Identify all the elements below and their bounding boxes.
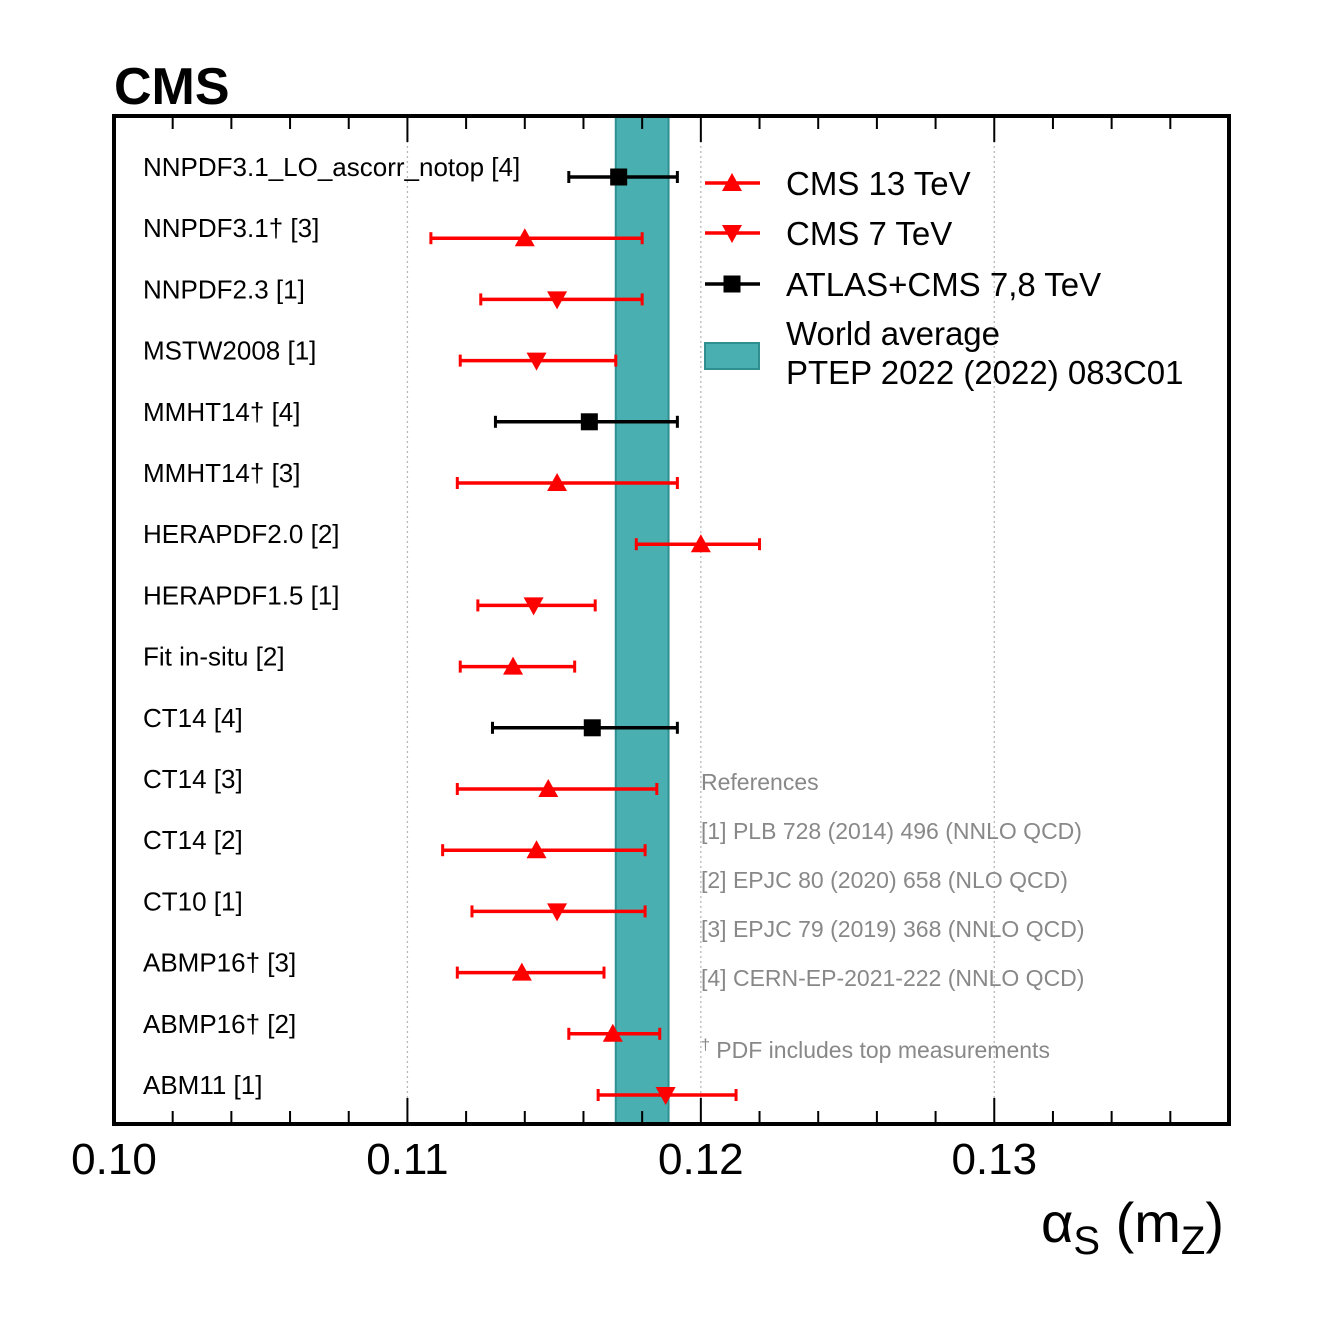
x-axis-ticks	[171, 116, 1172, 1124]
point-marker	[547, 291, 568, 310]
row-label: CT14 [4]	[143, 703, 243, 733]
row-label: ABMP16† [2]	[143, 1009, 296, 1039]
experiment-title: CMS	[114, 58, 230, 116]
row-label: CT14 [3]	[143, 764, 243, 794]
row-label: ABM11 [1]	[143, 1070, 262, 1100]
references-block: References [1] PLB 728 (2014) 496 (NNLO Q…	[701, 769, 1084, 1063]
row-label: HERAPDF1.5 [1]	[143, 580, 340, 610]
measurement-point	[441, 840, 647, 859]
point-marker	[580, 413, 598, 431]
legend: CMS 13 TeV CMS 7 TeV ATLAS+CMS 7,8 TeV Worl…	[704, 165, 1184, 391]
point-marker	[511, 962, 532, 981]
reference-item: [3] EPJC 79 (2019) 368 (NNLO QCD)	[701, 916, 1084, 942]
row-label: MMHT14† [4]	[143, 397, 301, 427]
point-marker	[547, 473, 568, 491]
legend-entry: CMS 7 TeV	[705, 215, 952, 252]
point-marker	[602, 1023, 623, 1042]
x-title-open: (m	[1100, 1191, 1181, 1254]
measurement-point	[567, 168, 679, 186]
world-average-band-rect	[614, 115, 670, 1125]
x-tick-label: 0.10	[71, 1135, 157, 1184]
x-title-close: )	[1205, 1191, 1224, 1254]
legend-band-source: PTEP 2022 (2022) 083C01	[786, 354, 1184, 391]
x-tick-label: 0.12	[658, 1135, 744, 1184]
measurement-point	[458, 656, 577, 675]
measurement-point	[567, 1023, 662, 1042]
x-tick-label: 0.11	[366, 1135, 448, 1184]
x-title-subscript-s: S	[1073, 1219, 1100, 1263]
legend-band-swatch	[704, 342, 760, 370]
references-title: References	[701, 769, 819, 795]
row-label: NNPDF2.3 [1]	[143, 274, 305, 304]
x-title-symbol: α	[1041, 1191, 1073, 1254]
row-labels: NNPDF3.1_LO_ascorr_notop [4] NNPDF3.1† [3…	[143, 152, 520, 1100]
legend-entry: CMS 13 TeV	[705, 165, 971, 202]
point-marker	[526, 352, 547, 371]
point-marker	[655, 1087, 676, 1105]
plot-frame	[112, 114, 1231, 1126]
point-marker	[583, 719, 601, 737]
measurement-point	[429, 228, 644, 247]
measurement-point	[470, 903, 647, 922]
measurement-point	[455, 779, 659, 797]
measurement-point	[455, 962, 606, 981]
row-label: ABMP16† [3]	[143, 948, 296, 978]
measurement-point	[634, 534, 762, 553]
x-title-subscript-z: Z	[1181, 1219, 1205, 1263]
row-label: NNPDF3.1† [3]	[143, 213, 319, 243]
legend-marker	[723, 275, 741, 293]
point-marker	[514, 228, 535, 247]
legend-band-label: World average	[786, 315, 1000, 352]
row-label: MMHT14† [3]	[143, 458, 301, 488]
measurement-point	[455, 473, 679, 491]
legend-entry: ATLAS+CMS 7,8 TeV	[705, 266, 1101, 303]
reference-item: [2] EPJC 80 (2020) 658 (NLO QCD)	[701, 867, 1068, 893]
x-tick-label: 0.13	[951, 1135, 1037, 1184]
point-marker	[610, 168, 628, 186]
point-marker	[538, 779, 559, 797]
legend-marker	[722, 173, 742, 191]
world-average-band	[614, 115, 670, 1125]
row-label: CT14 [2]	[143, 825, 243, 855]
legend-label: CMS 7 TeV	[786, 215, 952, 252]
measurement-points	[429, 168, 762, 1105]
legend-label: ATLAS+CMS 7,8 TeV	[786, 266, 1101, 303]
reference-item: [4] CERN-EP-2021-222 (NNLO QCD)	[701, 965, 1084, 991]
measurement-point	[493, 413, 679, 431]
row-label: CT10 [1]	[143, 886, 243, 916]
row-label: Fit in-situ [2]	[143, 642, 285, 672]
references-footnote: † PDF includes top measurements	[701, 1037, 1050, 1063]
measurement-point	[491, 719, 679, 737]
grid-lines	[406, 116, 995, 1124]
x-tick-labels: 0.10 0.11 0.12 0.13	[71, 1135, 1037, 1184]
reference-item: [1] PLB 728 (2014) 496 (NNLO QCD)	[701, 818, 1082, 844]
measurement-point	[479, 291, 644, 310]
measurement-point	[458, 352, 618, 371]
legend-marker	[722, 225, 742, 243]
x-axis-title: αS (mZ)	[1041, 1191, 1224, 1263]
row-label: HERAPDF2.0 [2]	[143, 519, 340, 549]
footnote-dagger: †	[701, 1037, 710, 1054]
point-marker	[523, 597, 544, 616]
point-marker	[526, 840, 547, 859]
row-label: NNPDF3.1_LO_ascorr_notop [4]	[143, 152, 520, 182]
measurement-point	[476, 597, 597, 616]
footnote-text: PDF includes top measurements	[710, 1037, 1050, 1063]
point-marker	[547, 903, 568, 922]
row-label: MSTW2008 [1]	[143, 336, 316, 366]
measurement-point	[596, 1087, 738, 1105]
point-marker	[690, 534, 711, 553]
legend-label: CMS 13 TeV	[786, 165, 971, 202]
point-marker	[503, 656, 524, 675]
